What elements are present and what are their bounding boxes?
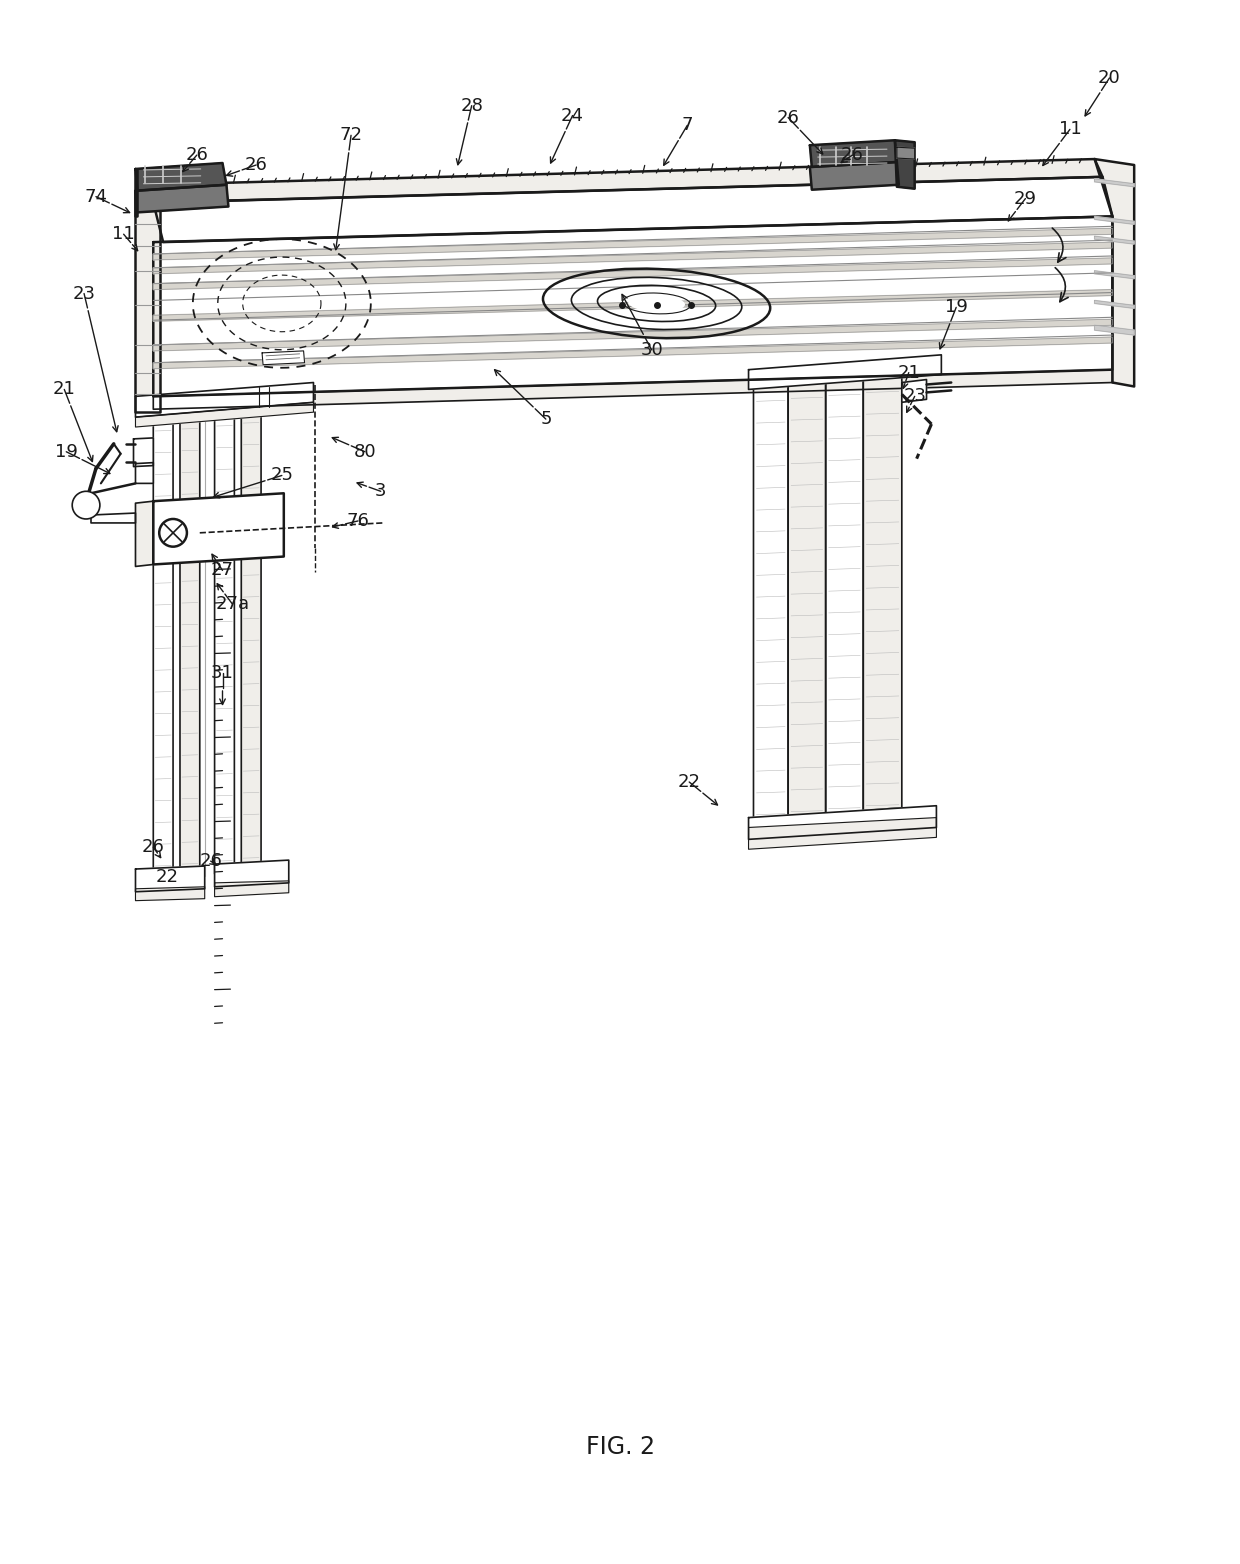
Polygon shape [154, 319, 1112, 350]
Polygon shape [901, 380, 926, 402]
Polygon shape [897, 147, 915, 160]
Text: 74: 74 [84, 188, 108, 205]
Polygon shape [154, 369, 1112, 410]
Circle shape [72, 491, 100, 519]
Text: 72: 72 [340, 127, 362, 144]
Ellipse shape [629, 294, 684, 313]
FancyArrowPatch shape [1055, 267, 1068, 302]
Polygon shape [135, 500, 154, 566]
Polygon shape [154, 177, 1112, 242]
Text: 26: 26 [244, 156, 268, 174]
Polygon shape [810, 141, 897, 167]
Polygon shape [135, 169, 138, 216]
Polygon shape [810, 163, 899, 189]
Polygon shape [215, 402, 234, 874]
Text: 31: 31 [211, 665, 234, 682]
Polygon shape [749, 818, 936, 849]
Polygon shape [789, 374, 826, 816]
Circle shape [159, 519, 187, 547]
Polygon shape [1095, 216, 1135, 224]
Text: 11: 11 [113, 225, 135, 244]
Polygon shape [895, 141, 915, 189]
Polygon shape [154, 493, 284, 565]
Polygon shape [135, 163, 227, 191]
Polygon shape [154, 407, 174, 879]
Polygon shape [154, 258, 1112, 289]
Text: 22: 22 [678, 773, 701, 791]
Text: 28: 28 [460, 97, 484, 114]
Polygon shape [1095, 178, 1135, 186]
Polygon shape [863, 368, 901, 810]
Polygon shape [242, 397, 262, 871]
Text: FIG. 2: FIG. 2 [585, 1436, 655, 1459]
Text: 22: 22 [156, 868, 179, 885]
Text: 19: 19 [945, 299, 967, 316]
Polygon shape [154, 160, 1102, 203]
Polygon shape [180, 405, 200, 877]
Polygon shape [215, 860, 289, 887]
Polygon shape [91, 513, 135, 522]
Text: 25: 25 [270, 466, 294, 485]
Text: 26: 26 [200, 852, 222, 870]
Polygon shape [1095, 160, 1135, 386]
Text: 23: 23 [903, 388, 926, 405]
Polygon shape [1095, 325, 1135, 335]
Polygon shape [262, 350, 305, 364]
Polygon shape [749, 805, 936, 840]
Polygon shape [135, 866, 205, 891]
Text: 21: 21 [53, 380, 76, 399]
Text: 30: 30 [640, 341, 663, 358]
Text: 80: 80 [353, 443, 376, 461]
Text: 26: 26 [841, 145, 864, 164]
Text: 7: 7 [682, 116, 693, 135]
Text: 23: 23 [73, 285, 95, 302]
Text: 26: 26 [776, 108, 800, 127]
Polygon shape [154, 289, 1112, 321]
Polygon shape [154, 228, 1112, 260]
FancyArrowPatch shape [1053, 228, 1066, 263]
Polygon shape [749, 355, 941, 389]
Text: 26: 26 [141, 838, 165, 856]
Polygon shape [1095, 271, 1135, 278]
Polygon shape [826, 371, 863, 813]
Text: 27: 27 [211, 561, 234, 579]
Polygon shape [1095, 236, 1135, 244]
Text: 20: 20 [1099, 69, 1121, 88]
Polygon shape [154, 242, 1112, 274]
Polygon shape [154, 216, 1112, 396]
Polygon shape [135, 383, 314, 418]
Text: 5: 5 [541, 410, 552, 429]
Text: 11: 11 [1059, 120, 1081, 138]
Polygon shape [754, 377, 789, 820]
Polygon shape [135, 402, 314, 427]
Polygon shape [1095, 300, 1135, 308]
Text: 27a: 27a [216, 594, 249, 613]
Polygon shape [135, 887, 205, 901]
Text: 76: 76 [346, 511, 370, 530]
Polygon shape [154, 336, 1112, 369]
Polygon shape [135, 463, 154, 483]
Polygon shape [135, 185, 228, 213]
Text: 21: 21 [898, 364, 920, 382]
Text: 26: 26 [185, 145, 208, 164]
Text: 3: 3 [374, 482, 387, 500]
Polygon shape [215, 881, 289, 896]
Text: 19: 19 [55, 443, 78, 461]
Polygon shape [134, 438, 154, 466]
Text: 24: 24 [560, 106, 584, 125]
Text: 29: 29 [1014, 189, 1037, 208]
Polygon shape [135, 192, 160, 413]
